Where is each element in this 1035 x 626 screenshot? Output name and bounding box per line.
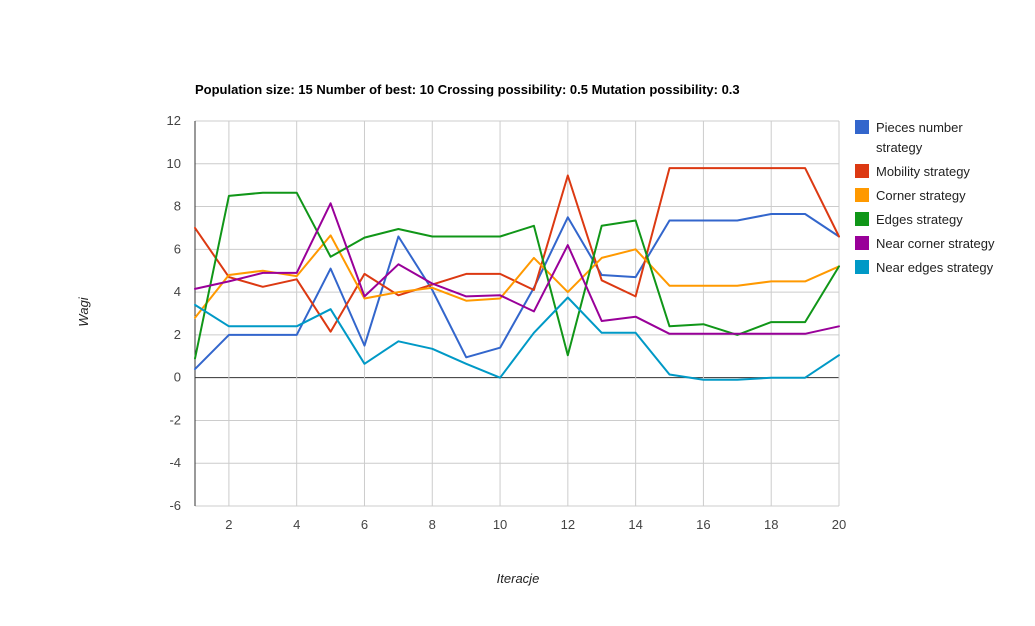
y-tick-label: 12 — [167, 113, 181, 128]
legend-item-edges-strategy: Edges strategy — [855, 212, 963, 227]
chart-title: Population size: 15 Number of best: 10 C… — [195, 82, 740, 97]
series-line-corner-strategy — [194, 234, 840, 319]
x-tick-label: 20 — [832, 517, 846, 532]
x-axis-title: Iteracje — [497, 571, 540, 586]
legend: Pieces number strategy Mobility strategy Co… — [855, 120, 995, 275]
y-tick-label: -6 — [169, 498, 181, 513]
legend-item-near-corner-strategy: Near corner strategy — [855, 236, 995, 251]
legend-label: Mobility strategy — [876, 164, 970, 179]
y-axis-ticks: -6 -4 -2 0 2 4 6 8 10 12 — [167, 113, 181, 513]
series-line-pieces-number-strategy — [194, 213, 840, 371]
legend-label: Corner strategy — [876, 188, 966, 203]
legend-swatch — [855, 120, 869, 134]
x-tick-label: 18 — [764, 517, 778, 532]
x-tick-label: 16 — [696, 517, 710, 532]
legend-item-near-edges-strategy: Near edges strategy — [855, 260, 994, 275]
y-tick-label: 6 — [174, 241, 181, 256]
x-tick-label: 2 — [225, 517, 232, 532]
x-tick-label: 14 — [628, 517, 642, 532]
y-tick-label: -2 — [169, 412, 181, 427]
y-tick-label: 2 — [174, 327, 181, 342]
series-lines — [194, 167, 840, 381]
legend-label: Pieces number — [876, 120, 963, 135]
legend-item-corner-strategy: Corner strategy — [855, 188, 966, 203]
y-tick-label: 0 — [174, 370, 181, 385]
legend-label: Near edges strategy — [876, 260, 994, 275]
y-axis-title: Wagi — [76, 296, 91, 326]
series-line-near-edges-strategy — [194, 296, 840, 381]
x-tick-label: 8 — [429, 517, 436, 532]
x-tick-label: 6 — [361, 517, 368, 532]
legend-item-pieces-number-strategy: Pieces number strategy — [855, 120, 963, 155]
legend-swatch — [855, 260, 869, 274]
legend-swatch — [855, 164, 869, 178]
legend-label: Near corner strategy — [876, 236, 995, 251]
y-tick-label: 4 — [174, 284, 181, 299]
legend-swatch — [855, 212, 869, 226]
y-tick-label: 10 — [167, 156, 181, 171]
legend-label: Edges strategy — [876, 212, 963, 227]
legend-swatch — [855, 236, 869, 250]
x-tick-label: 10 — [493, 517, 507, 532]
x-tick-label: 12 — [561, 517, 575, 532]
series-line-near-corner-strategy — [194, 202, 840, 335]
series-line-mobility-strategy — [194, 167, 840, 333]
y-tick-label: 8 — [174, 199, 181, 214]
grid — [194, 120, 840, 507]
y-tick-label: -4 — [169, 455, 181, 470]
x-axis-ticks: 2 4 6 8 10 12 14 16 18 20 — [225, 517, 846, 532]
legend-label: strategy — [876, 140, 923, 155]
x-tick-label: 4 — [293, 517, 300, 532]
legend-item-mobility-strategy: Mobility strategy — [855, 164, 970, 179]
legend-swatch — [855, 188, 869, 202]
